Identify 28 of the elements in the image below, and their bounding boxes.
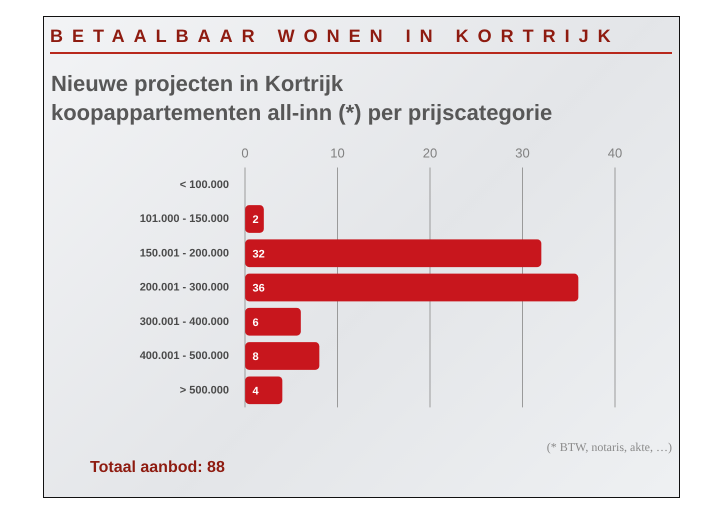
- y-tick-label: 300.001 - 400.000: [140, 316, 229, 328]
- x-tick-label: 10: [330, 145, 345, 160]
- data-label: 32: [252, 248, 265, 260]
- chart-title: BETAALBAAR WONEN IN KORTRIJK: [50, 25, 621, 48]
- y-tick-label: 400.001 - 500.000: [140, 350, 229, 362]
- chart-subtitle: Nieuwe projecten in Kortrijk koopappartementen all-inn (*) per prijscategorie: [51, 70, 554, 127]
- x-tick-label: 20: [422, 145, 438, 160]
- bar: [245, 342, 320, 370]
- x-tick-label: 0: [241, 145, 249, 160]
- bar: [245, 239, 542, 268]
- bar: [245, 205, 264, 233]
- text: Totaal aanbod: 88: [90, 459, 225, 477]
- data-label: 4: [252, 385, 260, 398]
- y-tick-label: 150.001 - 200.000: [140, 247, 229, 260]
- text: (* BTW, notaris, akte, …): [546, 440, 672, 455]
- x-tick-label: 30: [515, 145, 530, 160]
- data-label: 6: [252, 316, 259, 329]
- y-tick-label: < 100.000: [180, 178, 229, 191]
- y-tick-label: 101.000 - 150.000: [140, 213, 229, 226]
- data-label: 2: [252, 214, 259, 226]
- y-tick-label: > 500.000: [180, 384, 229, 396]
- x-tick-label: 40: [608, 145, 622, 160]
- y-tick-label: 200.001 - 300.000: [140, 282, 229, 294]
- bar: [245, 274, 578, 302]
- bar: [245, 376, 282, 404]
- data-label: 36: [252, 282, 265, 295]
- data-label: 8: [252, 351, 259, 364]
- bar: [245, 308, 301, 336]
